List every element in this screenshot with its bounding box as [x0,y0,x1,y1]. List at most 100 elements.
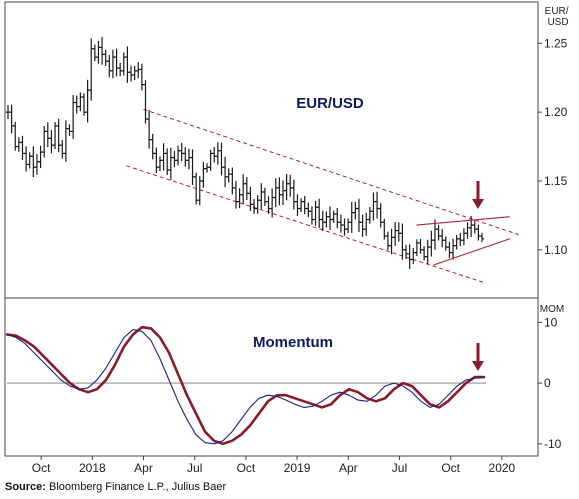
ohlc-bar [219,142,224,176]
ohlc-bar [222,156,228,188]
ohlc-bar [41,125,47,158]
arrow-head [472,361,484,371]
ohlc-bar [92,44,98,62]
ohlc-bar [327,206,333,230]
ohlc-bar [183,147,188,167]
ohlc-bar [364,212,369,236]
x-tick-label: Apr [134,461,153,475]
ohlc-bar [251,199,257,214]
ohlc-bars [5,37,485,269]
ohlc-bar [345,218,351,234]
x-tick-label: 2019 [284,461,311,475]
ohlc-bar [443,236,449,251]
triangle-pattern [416,216,511,266]
ohlc-bar [367,207,373,224]
price-panel-frame [4,1,539,299]
ohlc-bar [472,220,477,234]
ohlc-bar [16,137,22,152]
x-tick-label: Jul [392,461,407,475]
channel-line [126,165,485,284]
ohlc-bar [165,148,170,176]
ohlc-bar [226,168,231,183]
ohlc-bar [284,174,289,201]
ohlc-bar [374,191,380,219]
ohlc-bar [306,202,311,218]
ohlc-bar [259,183,264,210]
ohlc-bar [125,46,130,83]
ohlc-bar [407,244,412,269]
ohlc-bar [425,239,430,264]
momentum-signal-arrow [472,343,484,371]
momentum-axis-unit-label: MOM [540,304,564,315]
ohlc-bar [396,222,401,242]
ohlc-bar [385,231,391,251]
momentum-y-ticks: -10 0 10 [538,315,562,451]
ohlc-bar [295,194,300,216]
ohlc-bar [458,232,463,247]
x-tick-label: Apr [339,461,358,475]
x-axis-ticks: Oct 2018 Apr Jul Oct 2019 Apr Jul Oct 2020 [32,456,516,475]
ohlc-bar [479,232,485,243]
ohlc-bar [121,52,126,76]
ohlc-bar [240,174,246,205]
ohlc-bar [353,201,358,220]
ohlc-bar [99,37,105,65]
ohlc-bar [288,174,293,197]
ohlc-bar [411,248,416,265]
ohlc-bar [190,149,195,186]
source-note: Source: Bloomberg Finance L.P., Julius B… [5,481,226,493]
x-tick-label: 2018 [79,461,106,475]
ohlc-bar [27,152,32,169]
ohlc-bar [418,239,423,254]
trend-channel [126,108,520,284]
ohlc-bar [117,62,123,77]
ohlc-bar [34,154,40,175]
ohlc-bar [450,238,456,260]
ohlc-bar [212,147,217,163]
ohlc-bar [454,235,459,250]
ohlc-bar [255,195,260,214]
momentum-line-thin [6,329,485,445]
ohlc-bar [237,188,242,209]
ohlc-bar [132,65,137,81]
source-label: Source: [5,481,46,493]
ohlc-bar [324,211,329,228]
price-axis-unit-label: EUR/ USD [545,6,572,28]
ohlc-bar [298,198,304,212]
ohlc-bar [31,146,36,178]
ohlc-bar [136,62,141,79]
momentum-panel-frame [4,297,539,457]
ohlc-bar [45,122,51,148]
ohlc-bar [338,214,344,233]
ohlc-bar [389,228,394,255]
ohlc-bar [20,135,25,161]
ohlc-bar [342,218,347,236]
ohlc-bar [107,54,112,78]
ohlc-bar [67,124,72,136]
channel-line [143,108,520,236]
x-tick-label: Oct [441,461,460,475]
ohlc-bar [186,148,192,170]
ohlc-bar [110,49,116,79]
ohlc-bar [302,195,307,215]
ohlc-bar [392,222,398,246]
ohlc-bar [356,198,362,233]
arrow-head [472,199,484,209]
ohlc-bar [74,95,79,114]
x-tick-label: Jul [187,461,202,475]
ohlc-bar [277,177,282,206]
ohlc-bar [461,228,467,246]
ohlc-bar [378,203,383,228]
ohlc-bar [335,208,340,229]
ohlc-bar [331,210,336,223]
ohlc-bar [360,214,365,237]
price-signal-arrow [472,181,484,209]
ohlc-bar [161,143,166,171]
ohlc-bar [49,130,54,154]
x-tick-label: Oct [237,461,256,475]
ohlc-bar [78,92,83,112]
ohlc-bar [143,80,148,124]
momentum-lines [5,325,486,446]
ohlc-bar [400,223,405,260]
